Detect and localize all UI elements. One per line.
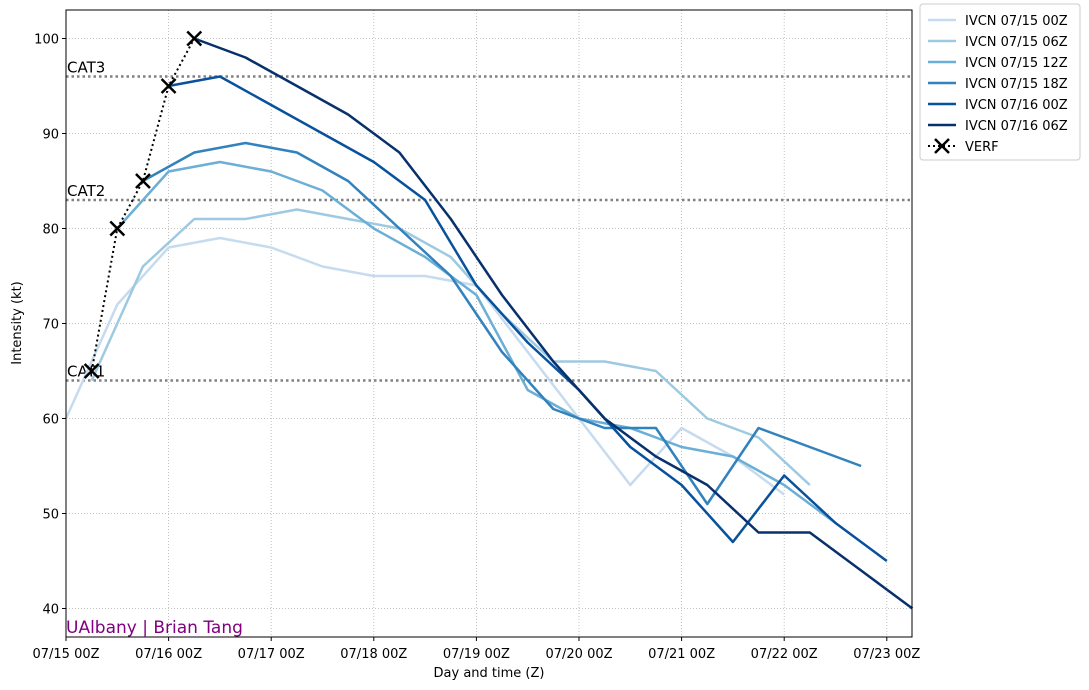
x-tick-label: 07/22 00Z <box>751 647 818 662</box>
x-tick-label: 07/17 00Z <box>238 647 305 662</box>
series-line <box>193 37 914 610</box>
verf-marker <box>186 30 203 47</box>
x-tick-label: 07/18 00Z <box>340 647 407 662</box>
verf-markers <box>83 30 203 379</box>
legend-frame <box>919 3 1081 161</box>
y-axis-label: Intensity (kt) <box>10 281 25 364</box>
y-tick-label: 40 <box>42 603 59 618</box>
y-tick-label: 100 <box>34 33 59 48</box>
legend-entry: IVCN 07/15 00Z <box>965 14 1068 29</box>
series-line <box>168 75 888 563</box>
y-axis-ticks: 40 50 60 70 80 90 100 <box>34 33 66 618</box>
legend-entry: IVCN 07/15 18Z <box>965 77 1068 92</box>
series-line <box>142 141 862 506</box>
y-tick-label: 50 <box>42 508 59 523</box>
legend: IVCN 07/15 00Z IVCN 07/15 06Z IVCN 07/15 1… <box>919 3 1081 161</box>
verf-marker <box>135 173 151 189</box>
grid <box>65 10 912 637</box>
y-tick-label: 80 <box>42 223 59 238</box>
x-tick-label: 07/21 00Z <box>648 647 715 662</box>
series-line <box>64 236 785 496</box>
x-axis-label: Day and time (Z) <box>434 666 545 681</box>
legend-entry: IVCN 07/15 06Z <box>965 35 1068 50</box>
y-tick-label: 90 <box>42 128 59 143</box>
legend-entry: VERF <box>965 140 999 155</box>
x-tick-label: 07/16 00Z <box>135 647 202 662</box>
legend-marker-verf <box>934 138 950 154</box>
threshold-label: CAT2 <box>67 182 105 200</box>
y-tick-label: 70 <box>42 318 59 333</box>
legend-entry: IVCN 07/16 06Z <box>965 119 1068 134</box>
verf-marker <box>160 78 177 94</box>
x-tick-label: 07/15 00Z <box>32 647 99 662</box>
series-line <box>116 160 837 525</box>
series-line <box>90 208 811 486</box>
legend-entry: IVCN 07/16 00Z <box>965 98 1068 113</box>
verf-line <box>90 38 196 372</box>
x-axis-ticks: 07/15 00Z 07/16 00Z 07/17 00Z 07/18 00Z 07/1… <box>32 637 920 662</box>
verf-marker <box>109 220 126 237</box>
x-tick-label: 07/20 00Z <box>545 647 612 662</box>
verf-marker <box>83 363 100 379</box>
threshold-label: CAT3 <box>67 59 105 77</box>
credit-text: UAlbany | Brian Tang <box>66 618 243 638</box>
x-tick-label: 07/19 00Z <box>443 647 510 662</box>
legend-entry: IVCN 07/15 12Z <box>965 56 1068 71</box>
series-lines <box>64 37 914 610</box>
x-tick-label: 07/23 00Z <box>853 647 920 662</box>
y-tick-label: 60 <box>42 413 59 428</box>
